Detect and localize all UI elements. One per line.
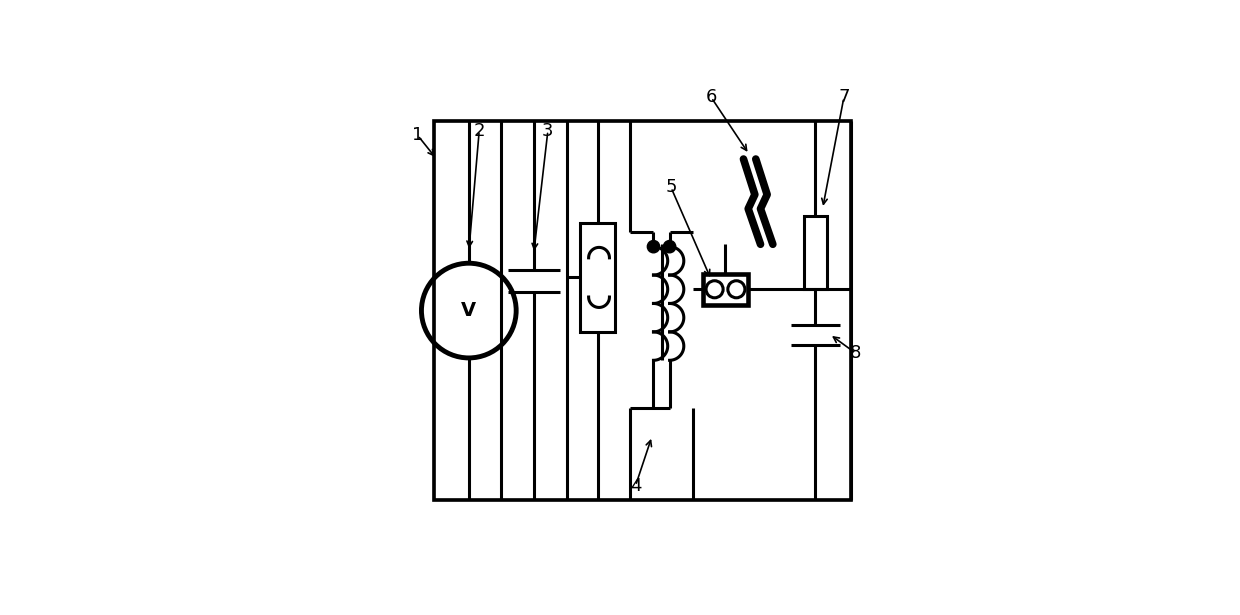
Circle shape	[647, 240, 660, 253]
Text: 6: 6	[706, 89, 717, 106]
Text: 7: 7	[838, 89, 849, 106]
Text: V: V	[461, 301, 476, 320]
Text: 8: 8	[849, 344, 862, 362]
Bar	[703, 274, 748, 304]
Bar	[804, 216, 827, 289]
Text: 5: 5	[666, 178, 677, 196]
Text: 2: 2	[474, 122, 485, 140]
Text: 1: 1	[412, 126, 423, 145]
Text: 3: 3	[542, 122, 553, 140]
Text: 4: 4	[630, 477, 641, 495]
Bar	[580, 223, 615, 332]
Circle shape	[663, 240, 676, 253]
Bar	[434, 121, 851, 500]
